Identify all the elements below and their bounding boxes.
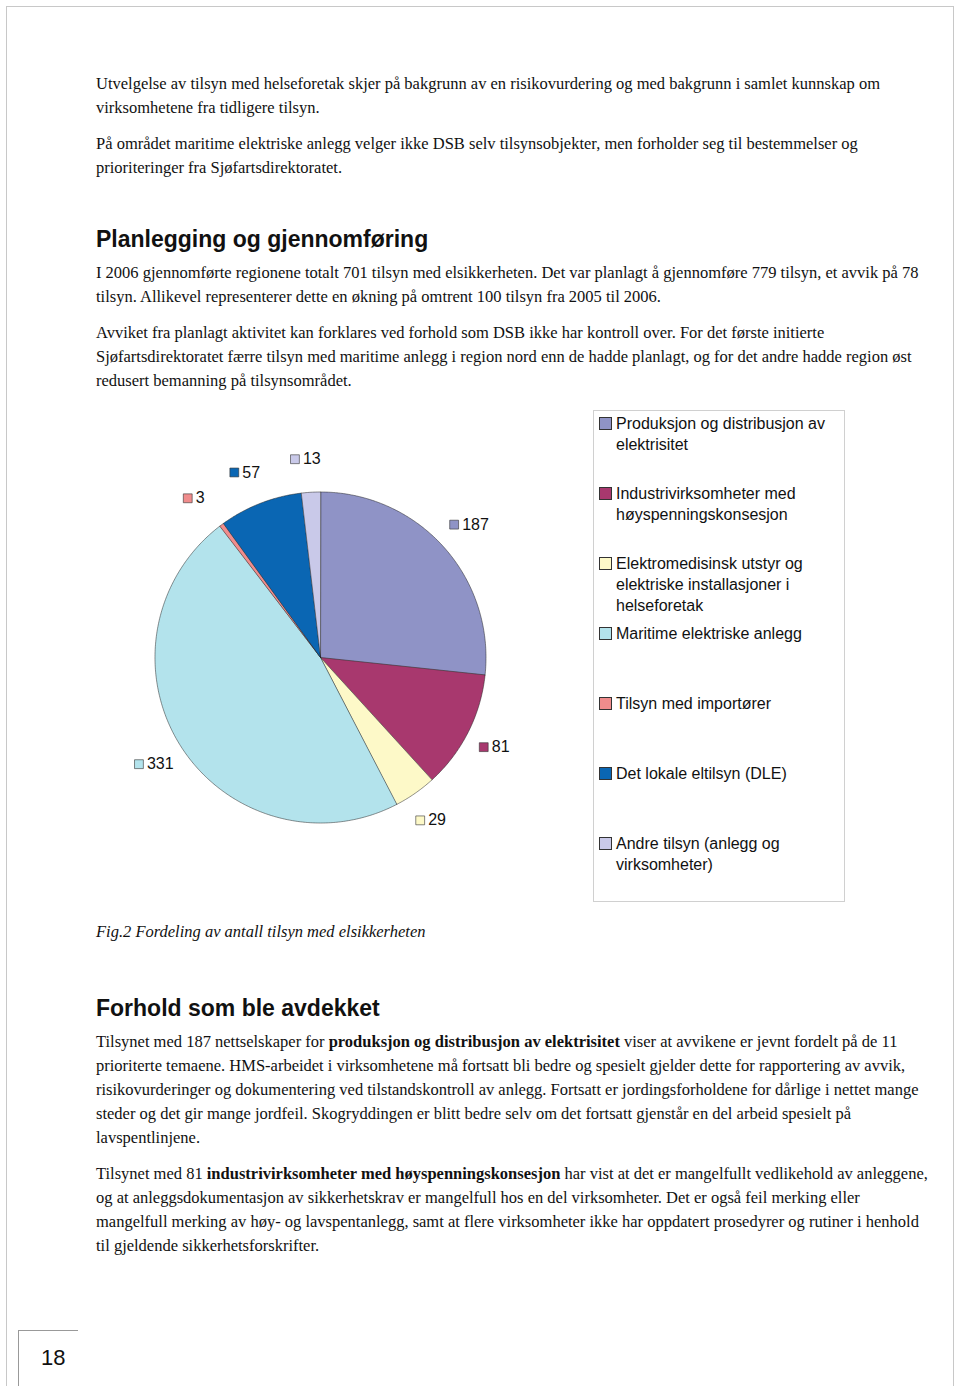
html-text:Maritime elektriske anlegg: Maritime elektriske anlegg <box>616 625 802 642</box>
html-text:Utvelgelse av tilsyn med helse: Utvelgelse av tilsyn med helseforetak sk… <box>96 74 880 117</box>
html-text:Industrivirksomheter med høysp: Industrivirksomheter med høyspenningskon… <box>616 485 796 523</box>
svg-text:187: 187 <box>462 516 489 533</box>
svg-text:29: 29 <box>428 811 446 828</box>
html-text:18: 18 <box>41 1345 66 1370</box>
svg-text:13: 13 <box>303 450 321 467</box>
html-text:I 2006 gjennomførte regionene: I 2006 gjennomførte regionene totalt 701… <box>96 263 919 306</box>
html-text:Fig.2 Fordeling av antall tils: Fig.2 Fordeling av antall tilsyn med els… <box>96 922 426 941</box>
html-text:Andre tilsyn (anlegg og virkso: Andre tilsyn (anlegg og virksomheter) <box>616 835 780 873</box>
html-text:Avviket fra planlagt aktivitet: Avviket fra planlagt aktivitet kan forkl… <box>96 323 912 390</box>
svg-text:57: 57 <box>242 464 260 481</box>
html-text:Elektromedisinsk utstyr og ele: Elektromedisinsk utstyr og elektriske in… <box>616 555 803 614</box>
html-text:På området maritime elektriske: På området maritime elektriske anlegg ve… <box>96 134 858 177</box>
svg-text:3: 3 <box>196 489 205 506</box>
html-text:Tilsynet med 187 nettselskaper: Tilsynet med 187 nettselskaper for produ… <box>96 1032 919 1147</box>
html-text:Tilsyn med importører: Tilsyn med importører <box>616 695 771 712</box>
html-text:Tilsynet med 81 industrivirkso: Tilsynet med 81 industrivirksomheter med… <box>96 1164 928 1255</box>
html-text:Planlegging og gjennomføring: Planlegging og gjennomføring <box>96 226 429 252</box>
svg-text:331: 331 <box>147 755 174 772</box>
html-text:Det lokale eltilsyn (DLE): Det lokale eltilsyn (DLE) <box>616 765 787 782</box>
svg-text:81: 81 <box>492 738 510 755</box>
html-text:Produksjon og distribusjon av: Produksjon og distribusjon av elektrisit… <box>616 415 825 453</box>
html-text:Forhold som ble avdekket: Forhold som ble avdekket <box>96 995 380 1021</box>
